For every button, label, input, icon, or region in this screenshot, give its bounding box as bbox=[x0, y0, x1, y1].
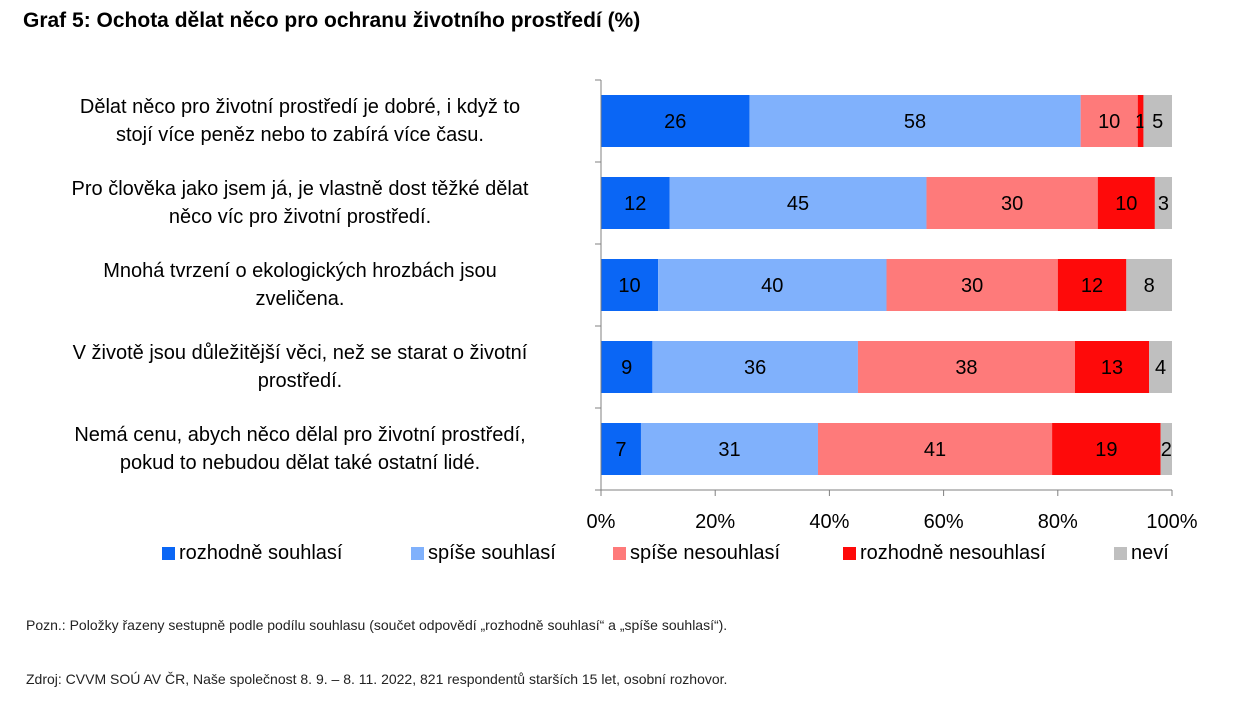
category-label-line: stojí více peněz nebo to zabírá více čas… bbox=[116, 124, 484, 146]
category-label: Nemá cenu, abych něco dělal pro životní … bbox=[20, 421, 580, 477]
bar-segment bbox=[1137, 95, 1144, 147]
legend-swatch bbox=[411, 546, 424, 560]
legend-item: neví bbox=[1114, 538, 1169, 568]
data-label: 30 bbox=[961, 275, 983, 297]
bar-segment bbox=[1074, 341, 1150, 393]
data-label: 10 bbox=[1115, 193, 1137, 215]
category-label-line: něco víc pro životní prostředí. bbox=[168, 206, 432, 228]
legend-label: rozhodně souhlasí bbox=[179, 541, 343, 564]
bar-segment bbox=[601, 423, 641, 475]
data-label: 58 bbox=[904, 111, 926, 133]
data-label: 12 bbox=[1081, 275, 1103, 297]
legend-label: rozhodně nesouhlasí bbox=[860, 541, 1046, 564]
data-label: 13 bbox=[1101, 357, 1123, 379]
chart-title: Graf 5: Ochota dělat něco pro ochranu ži… bbox=[23, 9, 641, 32]
x-tick-label: 100% bbox=[1146, 511, 1197, 533]
legend-label: neví bbox=[1131, 541, 1169, 564]
bar-segment bbox=[1126, 259, 1172, 311]
data-label: 30 bbox=[1001, 193, 1023, 215]
category-label: V životě jsou důležitější věci, než se s… bbox=[20, 339, 580, 395]
legend-swatch bbox=[613, 546, 626, 560]
legend-item: rozhodně souhlasí bbox=[162, 538, 342, 568]
x-tick-label: 60% bbox=[924, 511, 964, 533]
data-label: 10 bbox=[1098, 111, 1120, 133]
category-label: Pro člověka jako jsem já, je vlastně dos… bbox=[20, 175, 580, 231]
data-label: 19 bbox=[1095, 439, 1117, 461]
bar-segment bbox=[817, 423, 1053, 475]
data-label: 45 bbox=[787, 193, 809, 215]
legend-item: spíše souhlasí bbox=[411, 538, 556, 568]
bar-segment bbox=[886, 259, 1058, 311]
legend-swatch bbox=[843, 546, 856, 560]
bar-segment bbox=[1052, 423, 1161, 475]
category-label-line: Mnohá tvrzení o ekologických hrozbách js… bbox=[103, 260, 497, 282]
legend-item: spíše nesouhlasí bbox=[613, 538, 780, 568]
legend-label: spíše nesouhlasí bbox=[630, 541, 781, 564]
data-label: 2 bbox=[1161, 439, 1172, 461]
bar-segment bbox=[601, 341, 653, 393]
chart-source: Zdroj: CVVM SOÚ AV ČR, Naše společnost 8… bbox=[26, 671, 728, 687]
bar-segment bbox=[640, 423, 818, 475]
legend-swatch bbox=[162, 546, 175, 560]
bar-segment bbox=[658, 259, 887, 311]
category-label-line: prostředí. bbox=[257, 370, 343, 392]
category-label: Mnohá tvrzení o ekologických hrozbách js… bbox=[20, 257, 580, 313]
bar-segment bbox=[749, 95, 1081, 147]
bar-segment bbox=[1160, 423, 1172, 475]
legend-swatch bbox=[1114, 546, 1127, 560]
data-label: 8 bbox=[1144, 275, 1155, 297]
bar-segment bbox=[601, 95, 750, 147]
legend-item: rozhodně nesouhlasí bbox=[843, 538, 1046, 568]
category-label-line: V životě jsou důležitější věci, než se s… bbox=[72, 342, 528, 364]
category-label-line: Dělat něco pro životní prostředí je dobr… bbox=[79, 96, 521, 118]
data-label: 36 bbox=[744, 357, 766, 379]
data-label: 4 bbox=[1155, 357, 1166, 379]
bar-segment bbox=[652, 341, 858, 393]
data-label: 3 bbox=[1158, 193, 1169, 215]
x-tick-label: 0% bbox=[587, 511, 616, 533]
bar-segment bbox=[601, 177, 670, 229]
category-label-line: pokud to nebudou dělat také ostatní lidé… bbox=[119, 452, 481, 474]
data-label: 26 bbox=[664, 111, 686, 133]
data-label: 10 bbox=[618, 275, 640, 297]
category-label-line: zveličena. bbox=[255, 288, 345, 310]
legend-label: spíše souhlasí bbox=[428, 541, 556, 564]
data-label: 5 bbox=[1152, 111, 1163, 133]
bar-segment bbox=[1080, 95, 1138, 147]
data-label: 31 bbox=[718, 439, 740, 461]
chart-note: Pozn.: Položky řazeny sestupně podle pod… bbox=[26, 617, 728, 633]
data-label: 12 bbox=[624, 193, 646, 215]
data-label: 38 bbox=[955, 357, 977, 379]
x-tick-label: 20% bbox=[695, 511, 735, 533]
bar-segment bbox=[1149, 341, 1172, 393]
x-tick-label: 40% bbox=[809, 511, 849, 533]
bar-segment bbox=[1154, 177, 1172, 229]
bar-segment bbox=[669, 177, 927, 229]
bar-segment bbox=[1057, 259, 1127, 311]
bar-segment bbox=[1097, 177, 1155, 229]
data-label: 1 bbox=[1135, 111, 1146, 133]
category-label: Dělat něco pro životní prostředí je dobr… bbox=[20, 93, 580, 149]
category-label-line: Nemá cenu, abych něco dělal pro životní … bbox=[74, 424, 526, 446]
data-label: 41 bbox=[924, 439, 946, 461]
bar-segment bbox=[601, 259, 659, 311]
data-label: 9 bbox=[621, 357, 632, 379]
bar-segment bbox=[857, 341, 1075, 393]
data-label: 40 bbox=[761, 275, 783, 297]
x-tick-label: 80% bbox=[1038, 511, 1078, 533]
bar-segment bbox=[926, 177, 1098, 229]
category-label-line: Pro člověka jako jsem já, je vlastně dos… bbox=[71, 178, 529, 200]
bar-segment bbox=[1143, 95, 1172, 147]
data-label: 7 bbox=[615, 439, 626, 461]
